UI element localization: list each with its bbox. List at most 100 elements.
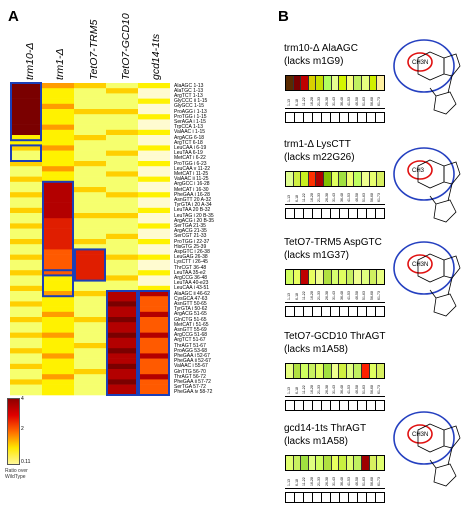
- row-label: LeuGAG 26-38: [174, 254, 208, 261]
- heat-cell: [74, 135, 106, 141]
- heat-cell: [10, 181, 42, 188]
- heat-cell: [42, 103, 74, 110]
- heat-cell: [106, 254, 138, 261]
- heat-cell: [138, 150, 170, 157]
- heat-cell: [74, 275, 106, 281]
- position-label: 36-48: [339, 291, 344, 300]
- bar-segment: [362, 364, 370, 378]
- heat-cell: [10, 103, 42, 110]
- heat-cell: [106, 93, 138, 99]
- heat-cell: [106, 192, 138, 198]
- heat-cell: [106, 228, 138, 235]
- bar-segment: [362, 270, 370, 284]
- heat-cell: [138, 103, 170, 110]
- heat-cell: [106, 83, 138, 89]
- heat-cell: [138, 181, 170, 188]
- position-label: 1-13: [287, 478, 291, 486]
- heat-cell: [138, 265, 170, 271]
- row-label: AspGTC i 26-38: [174, 248, 210, 255]
- heat-cell: [42, 197, 74, 203]
- position-label: 6-18: [294, 292, 299, 300]
- row-label: ValAAC i 55-67: [174, 363, 208, 370]
- sequence-ladder: [285, 208, 385, 219]
- heat-cell: [10, 207, 42, 214]
- bar-segment: [354, 76, 363, 90]
- heat-cell: [138, 192, 170, 198]
- heat-cell: [106, 322, 138, 328]
- heat-cell: [10, 374, 42, 380]
- bar-segment: [293, 364, 302, 378]
- item-subtitle: (lacks m1A58): [284, 344, 348, 355]
- position-label: 46-58: [354, 385, 359, 394]
- bar-segment: [346, 364, 355, 378]
- heat-cell: [74, 124, 106, 131]
- heat-cell: [138, 166, 170, 172]
- heat-cell: [106, 332, 138, 339]
- position-label: 31-43: [332, 193, 336, 202]
- row-label: ArgACG 6-18: [174, 134, 205, 141]
- heat-cell: [106, 348, 138, 354]
- heat-cell: [10, 301, 42, 307]
- heat-cell: [138, 311, 170, 318]
- bar-segment: [293, 172, 302, 186]
- heat-cell: [106, 223, 138, 229]
- row-label: AlaAGC 1-13: [174, 82, 204, 89]
- position-label: 61-73: [377, 477, 381, 486]
- heat-cell: [10, 348, 42, 354]
- heat-cell: [106, 114, 138, 120]
- heat-cell: [10, 369, 42, 375]
- heat-cell: [74, 379, 106, 385]
- position-label: 16-28: [309, 477, 314, 486]
- heat-cell: [106, 187, 138, 193]
- bar-segment: [293, 456, 302, 470]
- heat-cell: [138, 254, 170, 261]
- bar-segment: [308, 364, 317, 378]
- legend-min-label: 0.11: [21, 459, 31, 465]
- heat-cell: [42, 109, 74, 115]
- heat-cell: [74, 239, 106, 245]
- heat-cell: [138, 379, 170, 385]
- row-label: LeuTAA 6-19: [174, 150, 203, 157]
- heat-cell: [42, 301, 74, 307]
- heat-cell: [74, 353, 106, 359]
- position-label: 61-73: [377, 385, 381, 394]
- sequence-heat-bar: [285, 75, 385, 91]
- bar-segment: [324, 76, 332, 90]
- row-label: TyrGTA i 50-62: [174, 306, 208, 313]
- heat-cell: [74, 109, 106, 115]
- bar-segment: [369, 456, 378, 470]
- position-label: 51-63: [362, 193, 366, 202]
- heat-cell: [42, 353, 74, 359]
- bar-segment: [369, 76, 378, 90]
- bar-segment: [316, 172, 325, 186]
- heat-cell: [106, 181, 138, 188]
- heat-cell: [10, 384, 42, 391]
- heat-cell: [74, 306, 106, 313]
- position-label: 31-43: [332, 477, 336, 486]
- heat-cell: [10, 379, 42, 385]
- heat-cell: [138, 337, 170, 344]
- heat-cell: [42, 291, 74, 297]
- heat-cell: [42, 124, 74, 131]
- row-label: HisGTG 25-39: [174, 243, 207, 250]
- divider-line: [285, 204, 385, 205]
- heat-cell: [138, 223, 170, 229]
- row-label: ValAAC ii 11-25: [174, 176, 209, 183]
- position-label: 61-73: [377, 193, 381, 202]
- heat-cell: [10, 285, 42, 292]
- divider-line: [285, 302, 385, 303]
- heat-cell: [10, 88, 42, 94]
- item-title: trm10-Δ AlaAGC: [284, 43, 358, 54]
- heat-cell: [10, 166, 42, 172]
- heat-cell: [74, 171, 106, 177]
- position-label: 6-18: [294, 386, 299, 394]
- row-label: LysCTT i 26-45: [174, 259, 208, 266]
- heat-cell: [10, 306, 42, 313]
- heat-cell: [74, 363, 106, 370]
- heat-cell: [106, 124, 138, 131]
- heat-cell: [106, 280, 138, 287]
- position-label: 6-18: [294, 98, 299, 106]
- cluster-box: [10, 82, 42, 142]
- heat-cell: [138, 228, 170, 235]
